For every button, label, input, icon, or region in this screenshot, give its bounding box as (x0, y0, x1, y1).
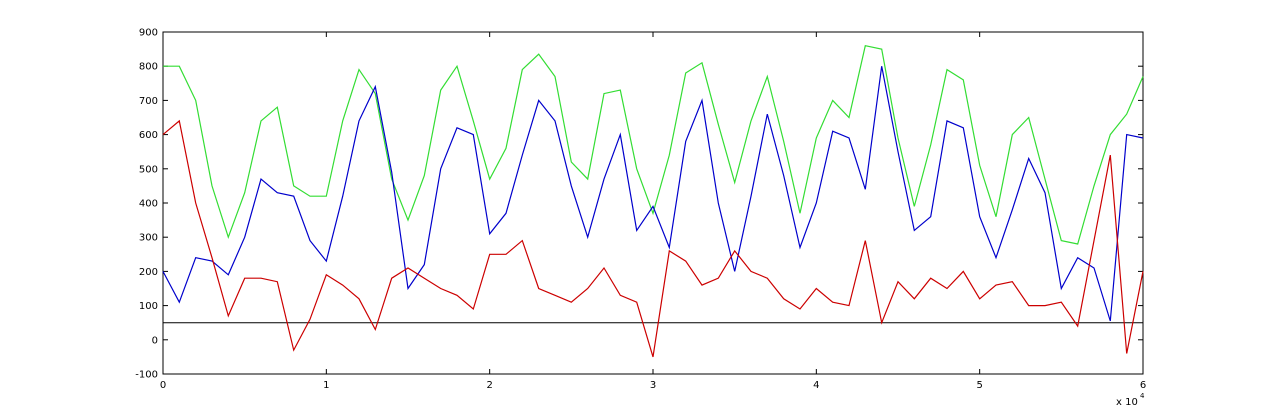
x-multiplier: x 10 (1116, 397, 1138, 408)
x-exponent: 4 (1140, 392, 1145, 400)
y-tick-label: 300 (139, 233, 158, 244)
y-tick-label: 100 (139, 301, 158, 312)
y-tick-label: 400 (139, 199, 158, 210)
x-tick-label: 3 (650, 380, 656, 391)
x-tick-label: 2 (486, 380, 492, 391)
y-tick-label: 200 (139, 267, 158, 278)
x-tick-label: 4 (813, 380, 819, 391)
data-line (162, 66, 1144, 322)
y-tick-label: 0 (152, 335, 158, 346)
y-tick-label: 600 (139, 130, 158, 141)
y-tick-label: 900 (139, 28, 158, 39)
y-tick-label: 700 (139, 96, 158, 107)
data-line (163, 44, 1144, 245)
y-tick-label: -100 (135, 370, 158, 381)
y-tick-label: 500 (139, 164, 158, 175)
x-tick-label: 6 (1140, 380, 1146, 391)
x-tick-label: 5 (976, 380, 982, 391)
plot-frame (162, 31, 1144, 375)
y-tick-label: 800 (139, 62, 158, 73)
data-line (162, 119, 1144, 358)
x-tick-label: 0 (160, 380, 166, 391)
x-tick-label: 1 (323, 380, 329, 391)
